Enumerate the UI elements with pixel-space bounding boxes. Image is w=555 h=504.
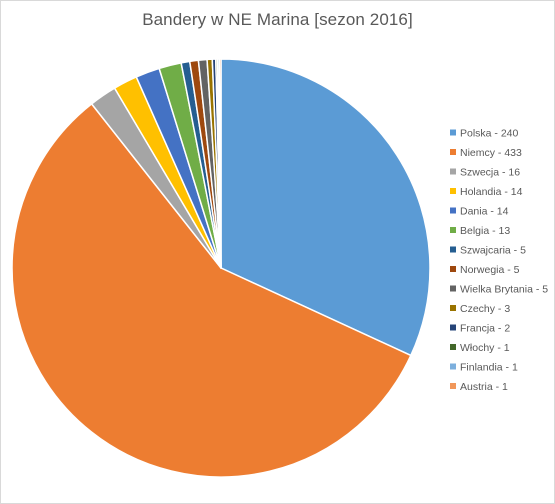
pie-slice-0 — [220, 58, 431, 357]
pie-slices — [11, 58, 431, 478]
legend-swatch-4 — [450, 207, 456, 214]
pie-slice-13 — [218, 58, 222, 269]
legend-label-11: Włochy - 1 — [460, 342, 510, 354]
legend-swatch-12 — [450, 363, 456, 370]
legend-swatch-0 — [450, 129, 456, 136]
legend-label-0: Polska - 240 — [460, 128, 519, 140]
legend-label-2: Szwecja - 16 — [460, 167, 520, 179]
legend-label-9: Czechy - 3 — [460, 303, 510, 315]
legend-label-1: Niemcy - 433 — [460, 147, 522, 159]
legend: Polska - 240 Niemcy - 433 Szwecja - 16 Hola… — [450, 128, 548, 393]
legend-swatch-7 — [450, 266, 456, 272]
chart-title: Bandery w NE Marina [sezon 2016] — [142, 10, 413, 29]
legend-swatch-9 — [450, 305, 456, 311]
legend-swatch-1 — [450, 149, 456, 155]
legend-label-8: Wielka Brytania - 5 — [460, 284, 548, 296]
legend-swatch-3 — [450, 188, 456, 194]
legend-swatch-8 — [450, 285, 456, 292]
legend-label-5: Belgia - 13 — [460, 225, 510, 237]
legend-label-10: Francja - 2 — [460, 323, 510, 335]
legend-swatch-5 — [450, 227, 456, 233]
legend-label-4: Dania - 14 — [460, 206, 509, 218]
legend-label-12: Finlandia - 1 — [460, 362, 518, 374]
legend-swatch-6 — [450, 246, 456, 253]
legend-swatch-10 — [450, 324, 456, 331]
legend-label-6: Szwajcaria - 5 — [460, 245, 526, 257]
legend-swatch-13 — [450, 383, 456, 389]
legend-swatch-2 — [450, 168, 456, 175]
legend-label-13: Austria - 1 — [460, 381, 508, 393]
legend-label-7: Norwegia - 5 — [460, 264, 520, 276]
legend-swatch-11 — [450, 344, 456, 350]
legend-label-3: Holandia - 14 — [460, 186, 523, 198]
pie-slice-1 — [11, 103, 412, 478]
